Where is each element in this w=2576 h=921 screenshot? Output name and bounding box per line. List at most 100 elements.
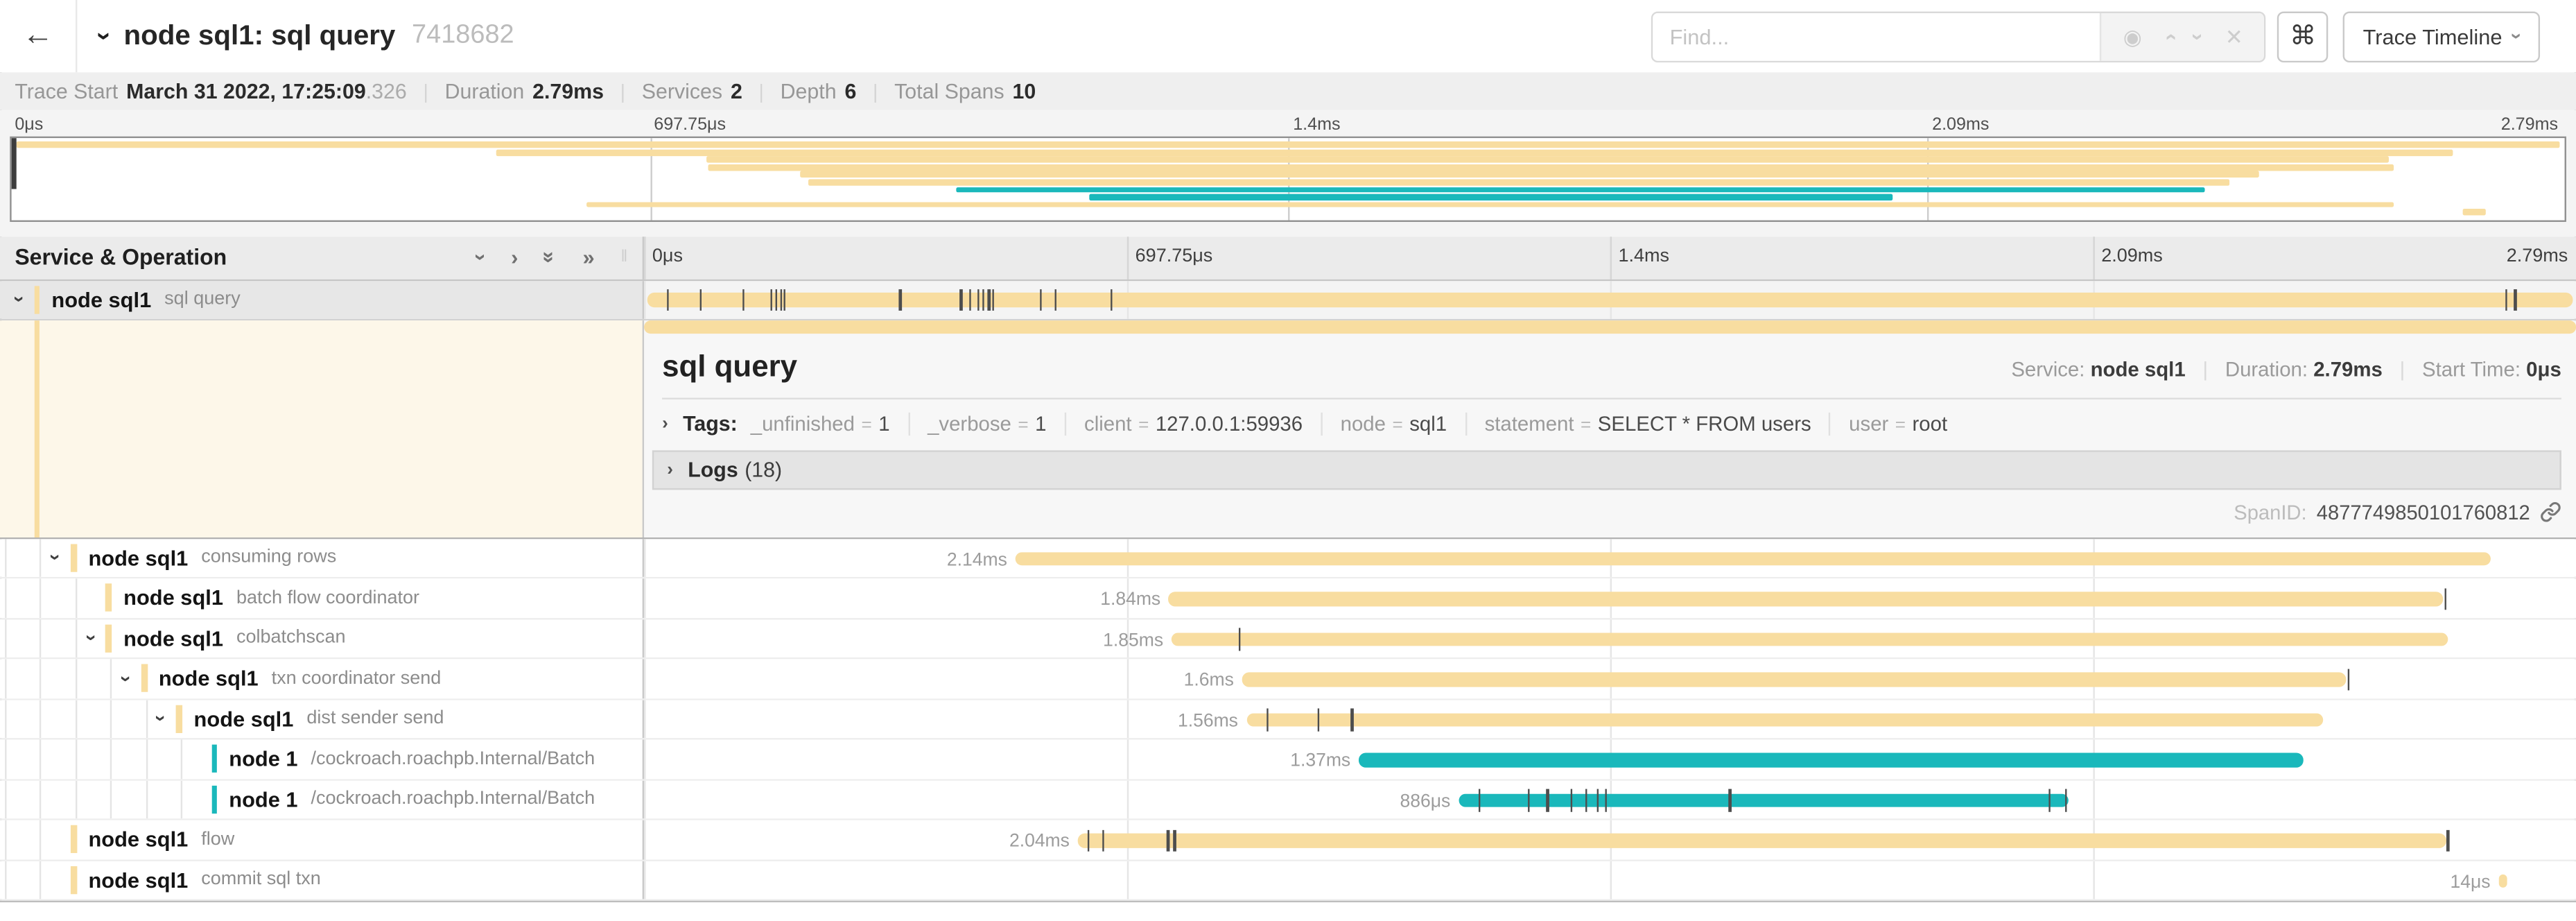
span-duration-label: 14μs bbox=[2450, 872, 2491, 892]
service-name: node 1 bbox=[229, 747, 298, 772]
collapse-chevron-icon[interactable]: › bbox=[150, 715, 173, 723]
link-icon[interactable] bbox=[2540, 501, 2561, 523]
span-duration-label: 2.14ms bbox=[946, 549, 1007, 570]
minimap-span-bar bbox=[706, 156, 2389, 163]
duration-label: Duration: bbox=[2225, 359, 2308, 382]
minimap-canvas[interactable] bbox=[10, 136, 2566, 222]
collapse-chevron-icon[interactable]: › bbox=[44, 554, 68, 562]
span-row: node sql1 batch flow coordinator 1.84ms bbox=[0, 578, 2576, 619]
timeline-span-bar[interactable] bbox=[1168, 592, 2444, 606]
span-timeline-cell[interactable]: 2.14ms bbox=[644, 538, 2576, 578]
span-timeline-cell[interactable]: 1.85ms bbox=[644, 619, 2576, 658]
view-selector-button[interactable]: Trace Timeline › bbox=[2343, 10, 2541, 62]
span-duration-label: 2.04ms bbox=[1009, 832, 1070, 852]
locate-icon[interactable]: ◉ bbox=[2123, 24, 2142, 49]
tag-item: _verbose = 1 bbox=[907, 412, 1065, 436]
timeline-span-bar[interactable] bbox=[1459, 793, 2069, 808]
bottom-filler bbox=[0, 902, 2576, 921]
timeline-span-bar[interactable] bbox=[1242, 672, 2346, 687]
expand-all-icon[interactable]: » bbox=[582, 245, 595, 270]
tree-indent-guide bbox=[5, 538, 40, 578]
chevron-cell bbox=[40, 861, 71, 900]
timeline-span-bar[interactable] bbox=[2498, 873, 2507, 888]
chevron-down-icon[interactable]: › bbox=[89, 31, 118, 41]
log-marker-tick bbox=[988, 289, 990, 312]
back-button[interactable]: ← bbox=[0, 0, 78, 73]
divider bbox=[662, 397, 2561, 400]
minimap-drag-handle[interactable] bbox=[11, 138, 16, 189]
tree-indent-guide bbox=[110, 699, 146, 739]
span-tree-item[interactable]: node sql1 flow bbox=[0, 820, 645, 859]
timeline-span-bar[interactable] bbox=[1015, 551, 2492, 566]
minimap-tick-label: 1.4ms bbox=[1293, 114, 1341, 135]
span-tree-item[interactable]: node 1/cockroach.roachpb.Internal/Batch bbox=[0, 739, 645, 779]
span-timeline-cell[interactable]: 886μs bbox=[644, 780, 2576, 819]
collapse-chevron-icon[interactable]: › bbox=[8, 296, 31, 303]
span-timeline-cell[interactable] bbox=[644, 280, 2576, 319]
timeline-axis: 0μs 697.75μs 1.4ms 2.09ms 2.79ms bbox=[644, 236, 2576, 279]
find-input[interactable] bbox=[1653, 12, 2100, 60]
columns-header: Service & Operation › › » » ‖ 0μs 697.75μ… bbox=[0, 236, 2576, 281]
expand-one-icon[interactable]: › bbox=[511, 245, 519, 270]
service-operation-title: Service & Operation bbox=[15, 245, 227, 270]
span-tree-item[interactable]: › node sql1 dist sender send bbox=[0, 699, 645, 739]
collapse-chevron-icon[interactable]: › bbox=[114, 675, 139, 682]
tree-indent-guide bbox=[5, 699, 40, 739]
clear-search-icon[interactable]: ✕ bbox=[2225, 24, 2243, 49]
span-tree-item[interactable]: › node sql1 colbatchscan bbox=[0, 619, 645, 658]
tag-item: user = root bbox=[1829, 412, 1965, 436]
collapse-one-icon[interactable]: › bbox=[469, 254, 494, 261]
trace-start-value: March 31 2022, 17:25:09.326 bbox=[126, 78, 407, 104]
timeline-span-bar[interactable] bbox=[1077, 833, 2446, 848]
span-tree-item[interactable]: › node sql1 txn coordinator send bbox=[0, 659, 645, 698]
span-detail-panel: sql query Service: node sql1 | Duration:… bbox=[644, 320, 2576, 537]
command-icon: ⌘ bbox=[2290, 23, 2317, 51]
logs-label: Logs bbox=[688, 457, 738, 483]
span-duration-label: 1.37ms bbox=[1290, 751, 1351, 771]
timeline-span-bar[interactable] bbox=[647, 293, 2573, 308]
log-marker-tick bbox=[899, 289, 902, 312]
span-timeline-cell[interactable]: 14μs bbox=[644, 861, 2576, 900]
service-name: node sql1 bbox=[193, 706, 294, 732]
span-timeline-cell[interactable]: 1.84ms bbox=[644, 578, 2576, 618]
chevron-cell bbox=[40, 820, 71, 859]
dropdown-chevron-icon: › bbox=[2505, 33, 2529, 40]
service-name: node sql1 bbox=[158, 666, 259, 691]
column-resize-handle[interactable]: ‖ bbox=[620, 248, 628, 267]
prev-result-icon[interactable]: › bbox=[2156, 32, 2181, 40]
span-tree-item[interactable]: › node sql1 sql query bbox=[0, 280, 645, 319]
span-timeline-cell[interactable]: 1.6ms bbox=[644, 659, 2576, 698]
collapse-chevron-icon[interactable]: › bbox=[80, 635, 103, 642]
log-marker-tick bbox=[1547, 789, 1549, 812]
tag-item: client = 127.0.0.1:59936 bbox=[1064, 412, 1321, 436]
log-marker-tick bbox=[969, 289, 972, 312]
span-timeline-cell[interactable]: 1.37ms bbox=[644, 739, 2576, 779]
service-color-bar bbox=[70, 544, 77, 572]
log-marker-tick bbox=[2444, 587, 2446, 610]
tree-indent-guide bbox=[40, 780, 76, 819]
service-color-bar bbox=[211, 785, 218, 814]
span-timeline-cell[interactable]: 2.04ms bbox=[644, 820, 2576, 859]
span-duration-label: 1.56ms bbox=[1177, 711, 1238, 731]
logs-row[interactable]: › Logs (18) bbox=[652, 450, 2561, 490]
span-timeline-cell[interactable]: 1.56ms bbox=[644, 699, 2576, 739]
timeline-span-bar[interactable] bbox=[1246, 712, 2323, 728]
service-color-bar bbox=[33, 285, 40, 314]
span-tree-item[interactable]: node 1/cockroach.roachpb.Internal/Batch bbox=[0, 780, 645, 819]
timeline-span-bar[interactable] bbox=[1358, 752, 2304, 768]
span-tree-item[interactable]: › node sql1 consuming rows bbox=[0, 538, 645, 578]
span-tree-item[interactable]: node sql1 commit sql txn bbox=[0, 861, 645, 900]
keyboard-shortcuts-button[interactable]: ⌘ bbox=[2277, 10, 2329, 62]
timeline-span-bar[interactable] bbox=[1171, 632, 2448, 647]
next-result-icon[interactable]: › bbox=[2186, 32, 2211, 40]
operation-name: commit sql txn bbox=[201, 870, 321, 890]
log-marker-tick bbox=[1596, 789, 1599, 812]
trace-id: 7418682 bbox=[412, 21, 514, 50]
tree-indent-guide bbox=[5, 578, 40, 618]
collapse-all-icon[interactable]: » bbox=[538, 251, 563, 264]
minimap-tick-label: 0μs bbox=[15, 114, 44, 135]
log-marker-tick bbox=[699, 289, 702, 312]
minimap-span-bar bbox=[2462, 209, 2486, 216]
tags-row[interactable]: › Tags: _unfinished = 1 _verbose = 1 client = 12… bbox=[644, 399, 2576, 449]
span-tree-item[interactable]: node sql1 batch flow coordinator bbox=[0, 578, 645, 618]
